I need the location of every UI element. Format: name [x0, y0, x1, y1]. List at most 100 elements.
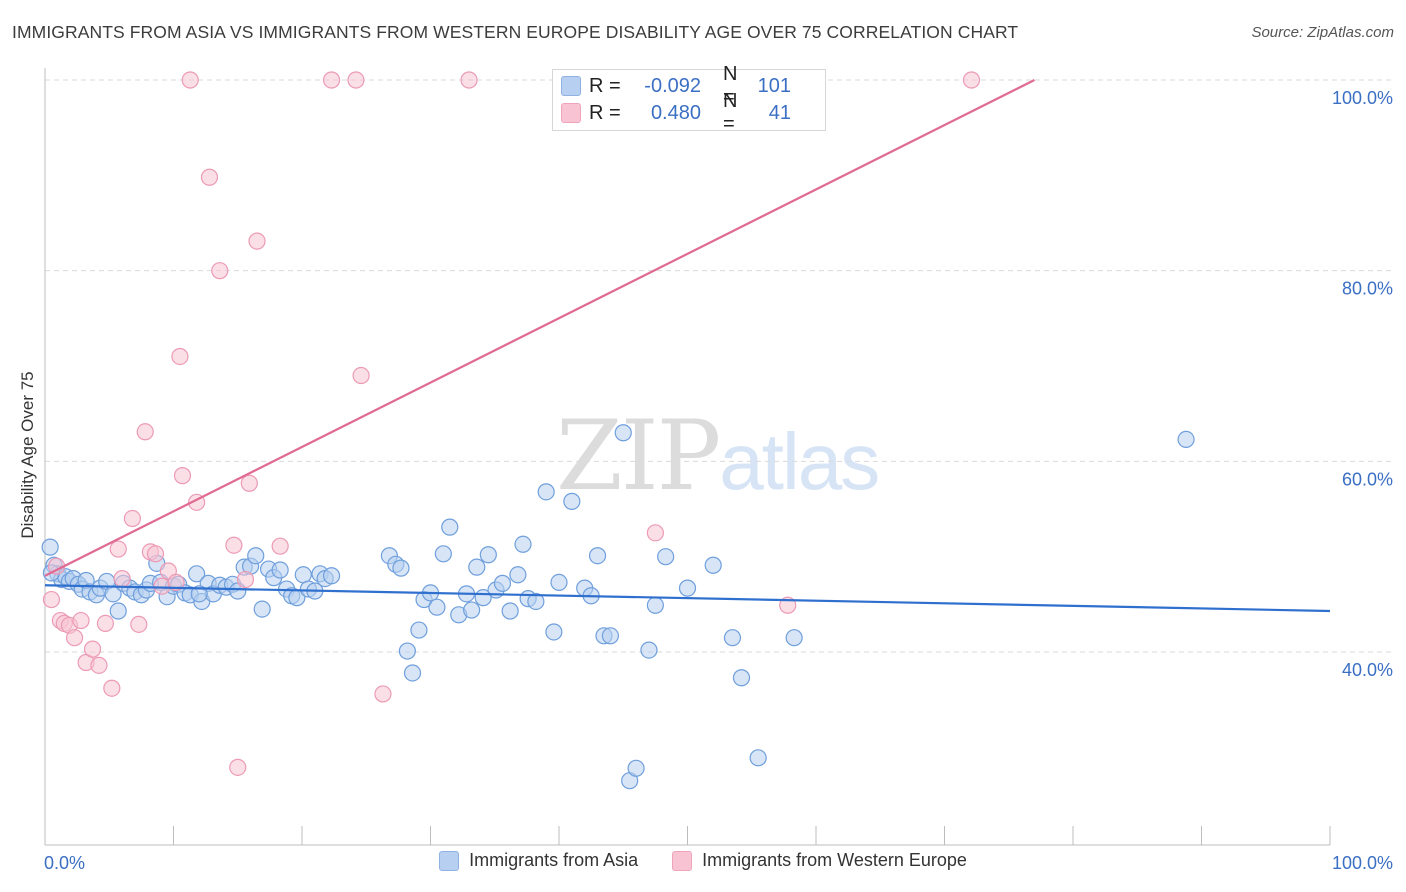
asia-n-value: 101: [757, 74, 791, 97]
stats-row-europe: R = 0.480 N = 41: [561, 90, 791, 135]
data-point-asia: [479, 546, 497, 564]
data-point-europe: [103, 679, 121, 697]
asia-swatch: [561, 76, 581, 96]
y-tick-label: 40.0%: [1342, 660, 1393, 680]
data-point-europe: [225, 536, 243, 554]
data-point-asia: [403, 664, 422, 682]
y-tick-label: 80.0%: [1342, 279, 1393, 299]
data-point-asia: [785, 629, 803, 647]
data-point-europe: [181, 71, 199, 89]
data-point-asia: [723, 629, 742, 647]
data-point-europe: [200, 168, 219, 186]
data-point-europe: [240, 474, 258, 492]
data-point-europe: [173, 467, 192, 485]
x-tick-label: 100.0%: [1332, 853, 1393, 873]
stats-legend: R = -0.092 N = 101 R = 0.480 N = 41: [552, 63, 826, 135]
data-point-asia: [493, 574, 512, 592]
data-point-asia: [428, 598, 446, 616]
asia-r-value: -0.092: [644, 74, 701, 97]
legend-swatch-asia: [439, 850, 460, 871]
watermark: ZIPatlas: [556, 400, 880, 512]
data-point-asia: [434, 545, 452, 563]
data-point-asia: [646, 596, 664, 614]
watermark-zip: ZIP: [556, 400, 721, 512]
data-point-europe: [130, 615, 148, 633]
series-europe: [42, 71, 981, 776]
data-point-asia: [704, 556, 722, 574]
data-point-europe: [96, 614, 114, 633]
n-label: N =: [723, 90, 738, 135]
r-label: R =: [589, 74, 621, 97]
data-point-europe: [167, 573, 185, 592]
data-point-europe: [153, 577, 171, 595]
legend-label-europe: Immigrants from Western Europe: [702, 850, 967, 870]
data-point-asia: [271, 561, 289, 579]
data-point-europe: [211, 262, 229, 280]
data-point-europe: [65, 629, 84, 647]
axes: [44, 68, 1331, 846]
data-point-asia: [550, 573, 568, 592]
data-point-asia: [545, 623, 563, 641]
data-point-asia: [614, 424, 632, 442]
bottom-legend: Immigrants from Asia Immigrants from Wes…: [0, 850, 1406, 871]
europe-n-value: 41: [768, 101, 791, 124]
n-label: N =: [723, 63, 738, 108]
data-point-asia: [109, 602, 127, 620]
data-point-asia: [527, 592, 545, 611]
data-point-europe: [962, 71, 981, 89]
data-point-asia: [294, 566, 312, 584]
data-point-asia: [514, 535, 532, 553]
data-point-asia: [749, 749, 767, 767]
data-point-europe: [72, 611, 90, 630]
data-point-europe: [229, 758, 247, 776]
data-point-europe: [113, 569, 131, 588]
data-point-europe: [352, 366, 370, 385]
data-point-asia: [398, 642, 416, 660]
data-point-asia: [410, 621, 428, 639]
data-point-europe: [90, 656, 108, 674]
tick-labels: 40.0% 60.0% 80.0% 100.0% 0.0% 100.0%: [44, 88, 1393, 873]
trend-lines: [44, 79, 1331, 613]
data-point-europe: [171, 347, 189, 366]
stats-row-asia: R = -0.092 N = 101: [561, 63, 791, 108]
data-point-europe: [136, 423, 154, 441]
europe-swatch: [561, 103, 581, 123]
legend-swatch-europe: [672, 850, 693, 871]
data-point-asia: [657, 548, 675, 566]
data-point-asia: [1177, 430, 1195, 449]
data-point-europe: [374, 685, 392, 703]
x-tick-label: 0.0%: [44, 853, 85, 873]
data-point-europe: [146, 545, 165, 563]
data-point-asia: [392, 559, 410, 577]
r-label: R =: [589, 101, 621, 124]
data-point-europe: [83, 640, 102, 658]
data-point-asia: [188, 565, 206, 583]
data-point-asia: [563, 492, 581, 510]
series-asia: [41, 424, 1195, 790]
legend-item-asia[interactable]: Immigrants from Asia: [439, 850, 638, 871]
data-point-asia: [678, 579, 697, 597]
data-point-asia: [441, 518, 459, 536]
data-point-europe: [271, 537, 289, 555]
data-point-asia: [601, 627, 620, 645]
europe-r-value: 0.480: [650, 101, 701, 124]
data-point-asia: [190, 585, 208, 603]
data-point-europe: [236, 570, 255, 589]
y-axis-label: Disability Age Over 75: [18, 371, 37, 538]
legend-item-europe[interactable]: Immigrants from Western Europe: [672, 850, 967, 871]
data-point-asia: [501, 602, 519, 620]
data-point-asia: [588, 547, 607, 565]
data-point-asia: [41, 538, 59, 556]
chart-title: IMMIGRANTS FROM ASIA VS IMMIGRANTS FROM …: [12, 22, 1019, 42]
data-point-asia: [253, 600, 271, 618]
source-label: Source: ZipAtlas.com: [1251, 24, 1394, 41]
data-point-asia: [732, 669, 751, 687]
data-point-europe: [460, 71, 478, 89]
data-point-europe: [248, 232, 266, 250]
data-point-europe: [347, 71, 365, 89]
trend-line-europe: [44, 79, 1035, 577]
trend-line-asia: [44, 584, 1331, 613]
y-tick-label: 60.0%: [1342, 469, 1393, 489]
data-point-europe: [646, 524, 664, 542]
